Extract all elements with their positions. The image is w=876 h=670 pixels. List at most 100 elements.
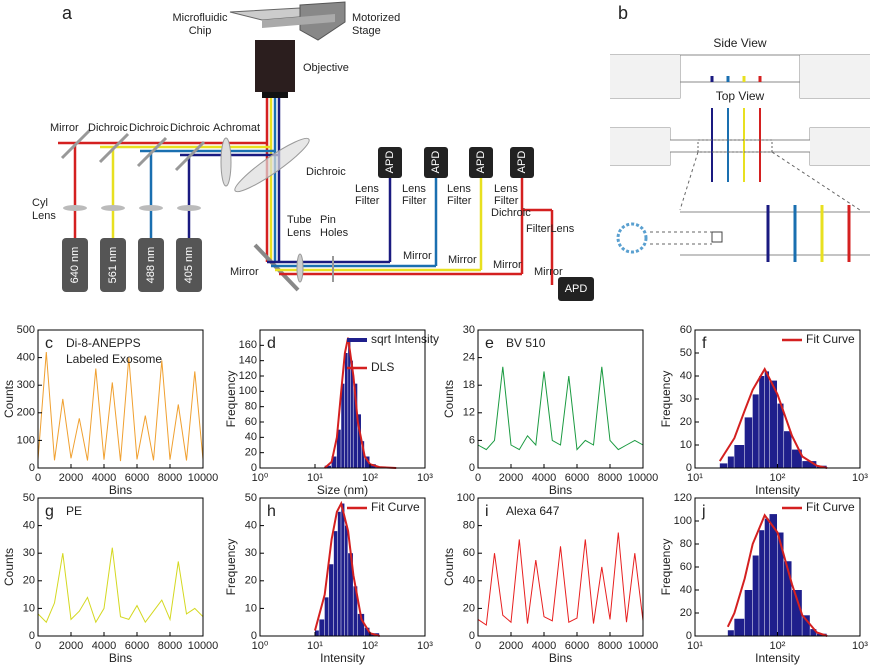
label: Lens	[447, 183, 471, 195]
cyl-lens	[101, 205, 125, 211]
label: Dichroic	[170, 122, 210, 134]
hist-bar	[329, 564, 334, 636]
y-tick-label: 60	[680, 561, 692, 573]
dichroic-main	[234, 137, 310, 193]
y-tick-label: 30	[463, 324, 475, 336]
fit-curve	[726, 513, 828, 637]
label: Lens	[355, 183, 379, 195]
plot-frame	[259, 329, 426, 469]
hist-bar	[364, 456, 370, 468]
label: Tube	[287, 214, 312, 226]
apd-label: APD	[475, 151, 487, 174]
panel-label: d	[267, 335, 276, 352]
y-tick-label: 40	[245, 431, 257, 443]
x-tick-label: 2000	[59, 640, 83, 652]
hist-bar	[727, 630, 734, 636]
hist-bar	[777, 403, 784, 468]
stage-edge	[262, 14, 335, 28]
laser-label: 640 nm	[69, 247, 81, 284]
zoom-lines	[650, 231, 712, 245]
laser	[176, 238, 202, 292]
y-tick-label: 80	[463, 520, 475, 532]
hist-bar	[341, 383, 345, 468]
hist-bar	[792, 590, 802, 636]
y-tick-label: 50	[23, 492, 35, 504]
y-tick-label: 0	[29, 462, 35, 474]
y-tick-label: 20	[463, 602, 475, 614]
x-tick-label: 10⁰	[252, 472, 269, 484]
plot-frame	[37, 329, 204, 469]
hist-bar	[324, 465, 332, 468]
y-tick-label: 10	[680, 439, 692, 451]
y-tick-label: 40	[23, 520, 35, 532]
apd	[469, 147, 493, 178]
chart-panel: 0 100 200 300 400 500 0 2000 4000 6000 8000 10000 Bi…	[2, 324, 218, 497]
apd-label: APD	[516, 151, 528, 174]
fit-curve	[324, 337, 397, 469]
x-tick-label: 0	[475, 640, 481, 652]
chart-panel: 0 6 12 18 24 30 0 2000 4000 6000 8000 10000 Bins Coun…	[442, 324, 658, 497]
apd-label: APD	[565, 283, 588, 295]
annotation: Labeled Exosome	[66, 352, 162, 366]
reservoir	[810, 128, 870, 165]
y-tick-label: 20	[245, 447, 257, 459]
hist-bar	[769, 514, 777, 636]
x-tick-label: 10²	[770, 640, 786, 652]
x-tick-label: 10¹	[687, 640, 703, 652]
label: Mirror	[448, 254, 477, 266]
y-tick-label: 300	[17, 379, 35, 391]
annotation: Alexa 647	[506, 504, 560, 518]
x-tick-label: 10000	[628, 472, 659, 484]
hist-bar	[744, 590, 753, 636]
hist-bar	[727, 456, 734, 468]
label: Mirror	[230, 266, 259, 278]
hist-bar	[361, 441, 365, 468]
y-tick-label: 40	[463, 575, 475, 587]
x-tick-label: 10³	[852, 472, 868, 484]
hist-bar	[337, 511, 341, 636]
y-tick-label: 0	[469, 462, 475, 474]
zoom-channel	[680, 211, 870, 256]
fit-curve	[314, 500, 380, 637]
y-tick-label: 120	[239, 370, 257, 382]
label: Filter	[494, 195, 519, 207]
plot-frame	[477, 497, 644, 637]
x-tick-label: 0	[475, 472, 481, 484]
hist-bar	[810, 629, 817, 636]
x-tick-label: 6000	[565, 640, 589, 652]
x-axis-label: Intensity	[320, 651, 365, 665]
plot-frame	[477, 329, 644, 469]
label: Dichroic	[491, 207, 531, 219]
hist-bar	[759, 530, 765, 636]
x-tick-label: 10²	[362, 640, 378, 652]
label: Filter	[355, 195, 380, 207]
trace-line	[477, 532, 644, 626]
hist-bar	[344, 525, 348, 636]
laser	[62, 238, 88, 292]
y-tick-label: 60	[680, 324, 692, 336]
x-tick-label: 6000	[125, 640, 149, 652]
chart-panel: Fit Curve 0 10 20 30 40 50 60 10¹ 10² 10³ Intensity…	[659, 324, 868, 497]
x-tick-label: 4000	[532, 472, 556, 484]
reservoir	[800, 55, 870, 98]
y-tick-label: 400	[17, 352, 35, 364]
legend-label: Fit Curve	[806, 332, 855, 346]
hist-bar	[734, 445, 745, 468]
view-label: Side View	[713, 36, 766, 50]
dichroic	[174, 140, 206, 172]
x-tick-label: 0	[35, 472, 41, 484]
hist-bar	[357, 613, 365, 636]
hist-bar	[353, 383, 358, 468]
mirror	[60, 128, 92, 160]
cyl-lens	[63, 205, 87, 211]
y-axis-label: Frequency	[659, 539, 673, 596]
y-tick-label: 20	[23, 575, 35, 587]
hist-bar	[764, 518, 770, 636]
hist-bar	[777, 532, 784, 636]
achromat	[220, 137, 232, 187]
zoom-box	[697, 139, 773, 153]
y-tick-label: 30	[245, 547, 257, 559]
y-tick-label: 100	[674, 515, 692, 527]
label: Objective	[303, 62, 349, 74]
